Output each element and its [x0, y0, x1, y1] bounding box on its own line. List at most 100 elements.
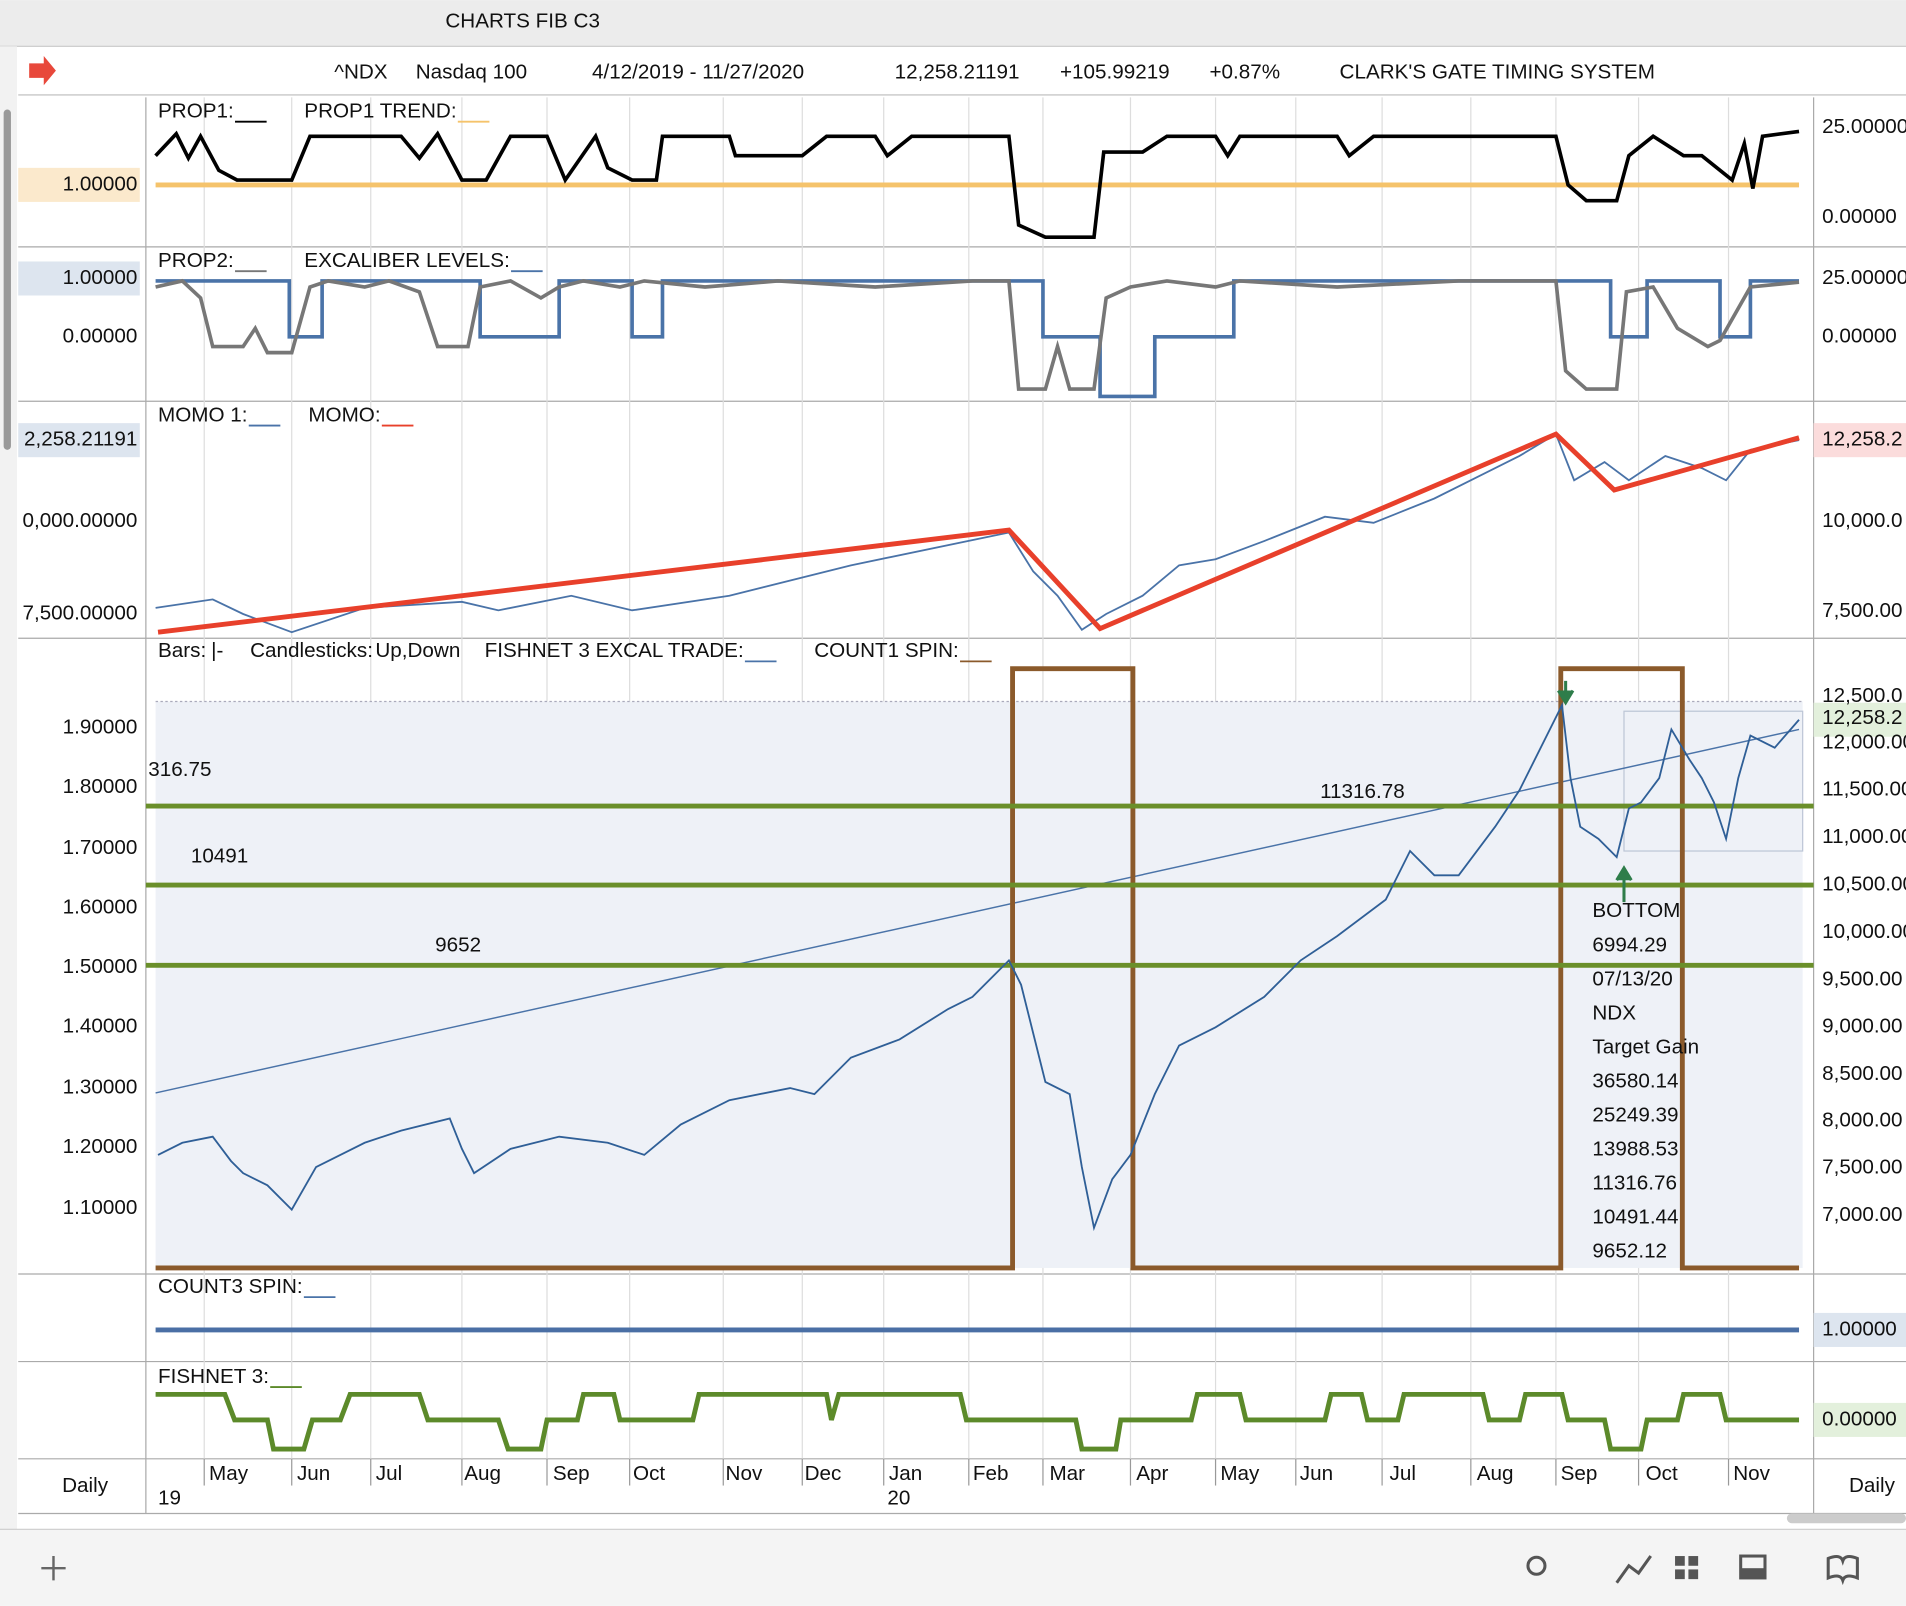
layout-fill: [1740, 1568, 1765, 1578]
year-label: 20: [887, 1486, 910, 1509]
window-title: CHARTS FIB C3: [445, 9, 600, 32]
month-label: Jul: [1390, 1462, 1416, 1485]
header-name: Nasdaq 100: [416, 61, 527, 84]
level-label: 316.75: [148, 758, 211, 781]
prop2-line: [155, 278, 1800, 391]
month-label: Dec: [805, 1462, 842, 1485]
axis-label: 1.70000: [63, 836, 138, 859]
note-line: 36580.14: [1592, 1069, 1678, 1092]
axis-label: 10,000.00: [1822, 920, 1906, 943]
note-line: 25249.39: [1592, 1103, 1678, 1126]
month-label: Sep: [1561, 1462, 1598, 1485]
plot-area: [155, 701, 1803, 1268]
header-system: CLARK'S GATE TIMING SYSTEM: [1340, 61, 1655, 84]
arrow-icon[interactable]: [29, 56, 56, 86]
legend-item: MOMO:: [308, 403, 380, 426]
header-symbol: ^NDX: [334, 61, 388, 84]
interval-label: Daily: [62, 1474, 109, 1497]
label-box: [18, 167, 140, 202]
legend-item: |-: [211, 639, 223, 662]
month-label: Aug: [1477, 1462, 1514, 1485]
month-label: Jun: [1300, 1462, 1333, 1485]
toolbar: [0, 1529, 1906, 1606]
box: [1623, 710, 1804, 852]
note-line: Target Gain: [1592, 1035, 1699, 1058]
axis-label: 0.00000: [1822, 324, 1897, 347]
axis-label: 1.20000: [63, 1135, 138, 1158]
legend-item: EXCALIBER LEVELS:: [304, 249, 510, 272]
axis-label: 9,000.00: [1822, 1015, 1902, 1038]
axis-label: 1.90000: [63, 716, 138, 739]
panel-frames: [18, 97, 1906, 1515]
note-line: 07/13/20: [1592, 967, 1672, 990]
axis-label: 0,000.00000: [22, 509, 137, 532]
month-label: Apr: [1136, 1462, 1168, 1485]
level-label: 10491: [191, 845, 248, 868]
legend-item: Candlesticks:: [250, 639, 373, 662]
add-button[interactable]: [41, 1556, 66, 1581]
axis-label: 12,258.2: [1822, 428, 1902, 451]
fib-lines: [145, 803, 1814, 968]
trend-line: [155, 728, 1800, 1094]
header-last: 12,258.21191: [895, 61, 1020, 84]
axis-label: 12,000.00: [1822, 730, 1906, 753]
note-line: 6994.29: [1592, 933, 1667, 956]
interval-label: Daily: [1849, 1474, 1896, 1497]
title-bar: [0, 0, 1906, 47]
axis-label: 1.30000: [63, 1076, 138, 1099]
axis-label: 7,500.00: [1822, 1156, 1902, 1179]
month-label: Jun: [297, 1462, 330, 1485]
legend-item: PROP1 TREND:: [304, 99, 456, 122]
month-label: Sep: [553, 1462, 590, 1485]
legend-item: PROP1:: [158, 99, 234, 122]
legend-item: MOMO 1:: [158, 403, 248, 426]
axis-label: 1.50000: [63, 955, 138, 978]
book-icon[interactable]: [1826, 1555, 1859, 1586]
header-change-pct: +0.87%: [1209, 61, 1280, 84]
label-box: [18, 423, 140, 458]
axis-label: 25.00000: [1822, 266, 1906, 289]
line-chart-icon[interactable]: [1615, 1555, 1652, 1584]
label-box: [1813, 423, 1906, 458]
legend-item: Bars:: [158, 639, 206, 662]
month-label: Nov: [726, 1462, 763, 1485]
hscroll[interactable]: [1786, 1513, 1906, 1524]
header-range: 4/12/2019 - 11/27/2020: [592, 61, 804, 84]
month-label: Oct: [1646, 1462, 1678, 1485]
search-icon[interactable]: [1526, 1555, 1547, 1576]
note-line: 11316.76: [1592, 1172, 1677, 1195]
legend-item: PROP2:: [158, 249, 234, 272]
legend-item: ,: [402, 639, 408, 662]
legend-item: FISHNET 3:: [158, 1365, 269, 1388]
level-label: 9652: [435, 933, 481, 956]
label-box: [1813, 1312, 1906, 1347]
axis-label: 1.00000: [63, 172, 138, 195]
legend-item: FISHNET 3 EXCAL TRADE:: [485, 639, 744, 662]
grid-icon[interactable]: [1675, 1556, 1699, 1580]
axis-label: 0.00000: [1822, 205, 1897, 228]
axis-label: 1.00000: [63, 266, 138, 289]
fishnet-line: [155, 1391, 1800, 1452]
axis-label: 11,500.00: [1822, 778, 1906, 801]
month-label: Jul: [376, 1462, 402, 1485]
axis-label: 7,500.00000: [22, 601, 137, 624]
month-label: Jan: [889, 1462, 922, 1485]
prop1-line: [154, 129, 1800, 239]
month-label: Oct: [633, 1462, 665, 1485]
scrollbar[interactable]: [3, 109, 11, 450]
momo1-line: [155, 432, 1800, 634]
label-box: [18, 261, 140, 296]
month-label: Feb: [973, 1462, 1009, 1485]
axis-label: 2,258.21191: [24, 428, 137, 451]
label-box: [1813, 702, 1906, 737]
excal-line: [155, 279, 1800, 399]
axis-label: 1.10000: [63, 1196, 138, 1219]
year-label: 19: [158, 1486, 181, 1509]
legend-item: Up: [375, 639, 401, 662]
legend-item: Down: [408, 639, 461, 662]
note-line: BOTTOM: [1592, 899, 1680, 922]
label-box: [1813, 1402, 1906, 1437]
axis-label: 1.40000: [63, 1015, 138, 1038]
axis-label: 8,500.00: [1822, 1062, 1902, 1085]
